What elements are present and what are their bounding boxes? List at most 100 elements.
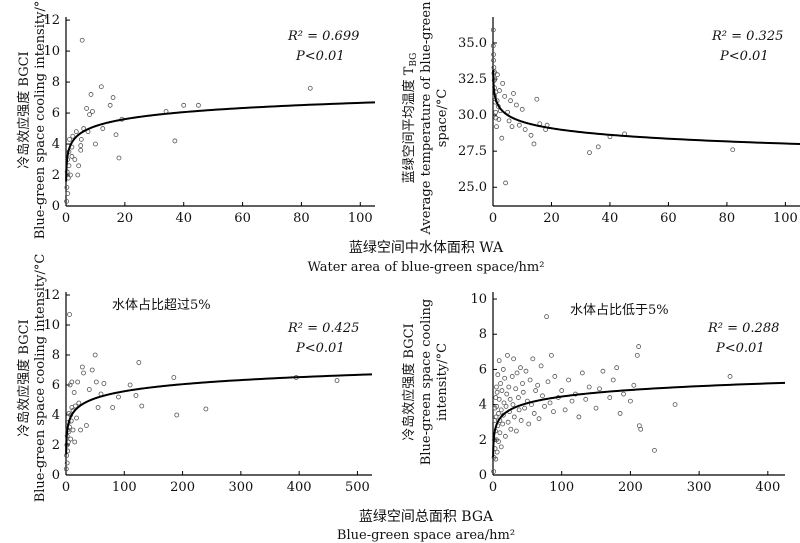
data-point [78,427,83,433]
data-point [503,180,508,186]
data-point [628,398,633,404]
data-point [78,136,84,142]
data-point [72,439,78,445]
x-tick-label: 300 [687,480,712,495]
data-point [576,414,582,420]
p-label-b: P<0.01 [719,49,769,64]
annotation-d: 水体占比低于5% [570,303,669,318]
data-point [92,352,98,358]
data-point [79,364,85,370]
data-point [493,456,499,462]
data-point [607,395,613,400]
x-tick-label: 60 [660,211,677,226]
data-point [523,368,529,374]
y-tick-label: 27.5 [458,144,487,159]
x-tick-label: 0 [489,211,497,226]
data-point [69,154,75,159]
data-point [72,403,78,409]
data-point [631,382,637,388]
data-point [511,414,517,420]
data-point [730,147,736,153]
ylabel-en-d-line1: Blue-green space cooling [419,299,434,465]
y-tick-label: 6 [479,362,487,377]
data-point [502,375,508,381]
data-point [513,102,519,108]
data-point [500,421,506,427]
data-point [93,379,99,385]
data-point [538,363,544,369]
panel-c: 0 100 200 300 400 500 0 2 4 6 8 10 12 冷岛效应强度 BGCI Bl… [16,254,373,503]
x-tick-label: 40 [175,211,192,226]
data-point [516,407,522,413]
y-tick-label: 6 [52,106,60,121]
plot-area-d: 0 100 200 300 400 0 2 4 6 8 10 [470,292,786,495]
data-point [513,386,519,392]
data-point [78,143,84,148]
plot-area-b: 0 20 40 60 80 100 25.0 27.5 30.0 32.5 35.0 [458,17,800,226]
data-point [562,407,568,413]
xlabel-bottom-en: Blue-green space area/hm² [337,528,515,543]
data-point [610,377,616,383]
data-point [491,57,496,63]
data-point [67,136,72,142]
data-point [522,405,528,411]
data-point [536,416,542,422]
data-point [68,436,74,442]
data-point [107,102,113,108]
data-point [528,132,534,138]
y-tick-label: 8 [52,75,60,90]
data-point [547,400,553,406]
data-point [84,106,89,111]
y-tick-label: 2 [52,438,60,453]
ylabel-en-d-line2: intensity/°C [435,343,450,421]
data-point [494,449,500,455]
ylabel-en-c: Blue-green space cooling intensity/°C [33,254,48,503]
ylabel-en-a: Blue-green space cooling intensity/°C [33,0,48,239]
data-point [203,406,209,412]
data-point [514,370,520,376]
data-point [64,460,70,466]
data-point [542,403,547,409]
p-label-d: P<0.01 [715,341,765,356]
data-point [172,138,178,144]
x-tick-label: 500 [345,480,370,495]
data-point [531,141,537,147]
data-point [544,314,549,320]
annotation-c: 水体占比超过5% [112,298,211,313]
ylabel-zh-d: 冷岛效应强度 BGCI [401,323,417,440]
data-point [617,411,623,416]
x-tick-label: 200 [170,480,195,495]
data-point [494,72,500,78]
y-tick-label: 35.0 [458,36,487,51]
x-tick-label: 80 [719,211,736,226]
x-tick-label: 400 [755,480,780,495]
xlabel-bottom-zh: 蓝绿空间总面积 BGA [359,509,494,525]
data-point [88,92,94,97]
data-point [86,387,92,392]
data-point [496,358,502,364]
x-tick-label: 100 [112,480,137,495]
data-point [307,85,313,91]
x-tick-label: 0 [62,480,70,495]
data-point [499,135,505,141]
data-point [566,377,571,383]
data-point [552,374,558,379]
data-point [78,147,84,153]
y-tick-label: 6 [52,378,60,393]
data-point [495,372,501,378]
x-tick-label: 20 [543,211,560,226]
data-point [503,403,509,409]
panel-a: 0 20 40 60 80 100 0 2 4 6 8 10 12 冷岛效应强度 BGCI Blue-g… [16,0,376,239]
data-point [70,427,76,433]
data-point [493,109,499,115]
data-point [494,384,499,390]
data-point [136,360,142,365]
p-label-a: P<0.01 [295,49,345,64]
data-point [93,141,98,147]
y-tick-label: 8 [52,348,60,363]
data-point [513,428,519,434]
data-point [498,381,503,386]
data-point [84,423,89,428]
y-tick-label: 10 [470,292,487,307]
data-point [79,37,85,43]
